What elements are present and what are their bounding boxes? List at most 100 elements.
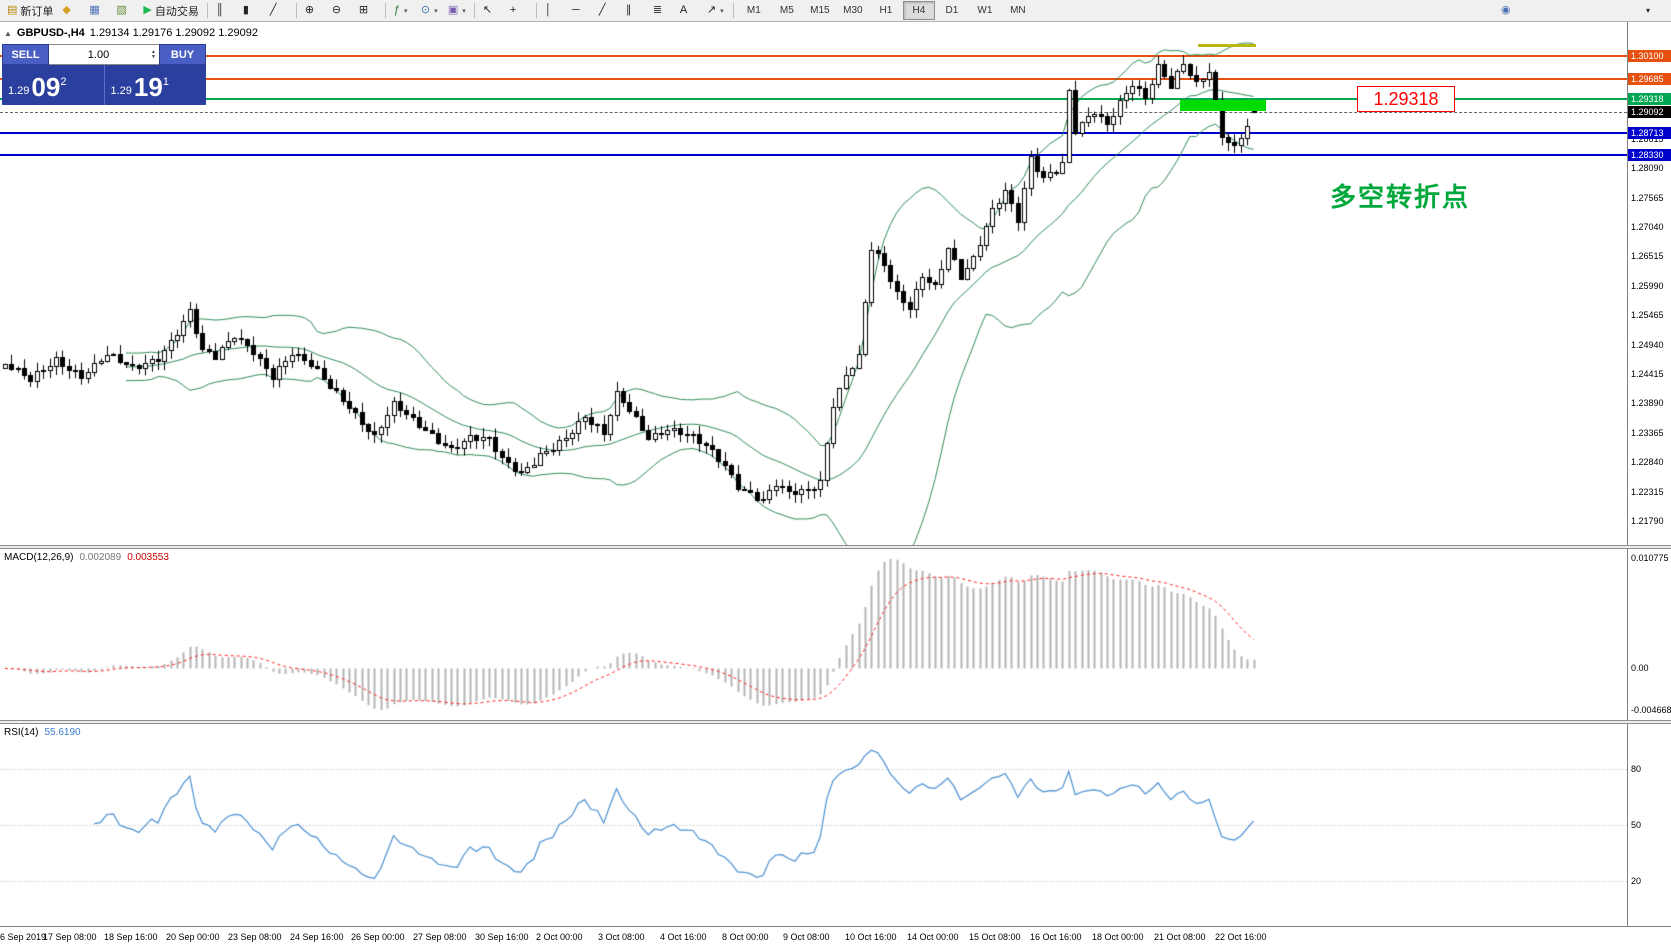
chevron-down-icon: ▾ [404, 7, 408, 15]
profiles-button[interactable]: ◆ [58, 1, 84, 21]
line-chart-button[interactable]: ╱ [266, 1, 292, 21]
buy-price[interactable]: 1.29 19 1 [105, 65, 207, 105]
community-button[interactable]: ◉ [1497, 1, 1523, 21]
timeframe-button-h1[interactable]: H1 [879, 5, 893, 16]
indicators-icon: ƒ [393, 4, 400, 16]
timeframe-button-m15[interactable]: M15 [810, 5, 830, 16]
tile-windows-icon: ⊞ [358, 4, 369, 16]
toolbar: ▤ 新订单 ◆ ▦ ▧ ▶ 自动交易 ║ ▮ ╱ ⊕ ⊖ ⊞ ƒ ▾ ⊙ ▾ [0, 0, 1671, 22]
timeframe-button-m5[interactable]: M5 [779, 5, 794, 16]
clock-icon: ⊙ [420, 4, 431, 16]
zoom-out-button[interactable]: ⊖ [328, 1, 354, 21]
horizontal-line-button[interactable]: ─ [568, 1, 594, 21]
timeframe-button-mn[interactable]: MN [1010, 5, 1026, 16]
channel-icon: ∥ [625, 4, 632, 16]
fibonacci-icon: ≣ [652, 4, 663, 16]
text-tool-button[interactable]: A [676, 1, 702, 21]
rsi-level-label: 50 [1631, 820, 1642, 830]
time-axis-label: 14 Oct 00:00 [907, 932, 959, 942]
spin-up-icon[interactable]: ▲ [151, 48, 156, 55]
timeframe-button-d1[interactable]: D1 [945, 5, 959, 16]
buy-price-sup: 1 [162, 76, 169, 88]
symbol-period-label: GBPUSD-,H4 [16, 27, 85, 39]
ohlc-readout: 1.29134 1.29176 1.29092 1.29092 [89, 27, 258, 39]
autotrade-label: 自动交易 [154, 5, 199, 18]
toolbar-overflow-icon: ▾ [1646, 5, 1651, 15]
time-axis[interactable]: 6 Sep 2019 17 Sep 08:00 18 Sep 16:00 20 Sep… [0, 926, 1671, 947]
price-axis-tick: 1.23365 [1631, 427, 1664, 438]
sell-price-sup: 2 [60, 76, 67, 88]
crosshair-button[interactable]: + [506, 1, 532, 21]
price-axis-divider [1627, 22, 1628, 926]
macd-axis-zero: 0.00 [1631, 663, 1649, 674]
volume-spinner: ▲ ▼ [148, 48, 159, 60]
one-click-collapse-icon[interactable]: ▲ [4, 28, 12, 38]
panel-splitter[interactable] [0, 720, 1671, 724]
navigator-button[interactable]: ▧ [112, 1, 138, 21]
templates-button[interactable]: ▣ ▾ [444, 1, 470, 21]
timeframe-button-m1[interactable]: M1 [746, 5, 761, 16]
price-axis-tick: 1.22315 [1631, 486, 1664, 497]
zoom-in-button[interactable]: ⊕ [301, 1, 327, 21]
price-axis-tick: 1.26515 [1631, 251, 1664, 262]
sell-price-big: 09 [31, 72, 61, 102]
candlestick-chart-button[interactable]: ▮ [239, 1, 265, 21]
vertical-line-button[interactable]: │ [541, 1, 567, 21]
trendline-button[interactable]: ╱ [595, 1, 621, 21]
channel-button[interactable]: ∥ [622, 1, 648, 21]
navigator-icon: ▧ [116, 4, 127, 16]
timeframe-button-m30[interactable]: M30 [843, 5, 863, 16]
price-callout-label[interactable]: 1.29318 [1357, 86, 1455, 112]
rsi-label: RSI(14) [4, 727, 39, 738]
autotrade-button[interactable]: ▶ 自动交易 [139, 1, 202, 21]
sell-button[interactable]: SELL [2, 44, 49, 65]
panel-splitter[interactable] [0, 545, 1671, 549]
macd-signal-value: 0.003553 [127, 552, 169, 563]
bar-chart-button[interactable]: ║ [212, 1, 238, 21]
spin-down-icon[interactable]: ▼ [151, 53, 156, 60]
indicators-button[interactable]: ƒ ▾ [390, 1, 416, 21]
rsi-value: 55.6190 [44, 727, 81, 738]
sell-price[interactable]: 1.29 09 2 [2, 65, 104, 105]
price-divider [103, 65, 105, 105]
timeframe-toolbar: M1 M5 M15 M30 H1 H4 D1 W1 MN [738, 1, 1034, 20]
rsi-caption: RSI(14) 55.6190 [4, 727, 81, 738]
time-axis-label: 6 Sep 2019 [0, 932, 47, 942]
highlight-rectangle[interactable] [1180, 100, 1266, 112]
time-axis-label: 18 Sep 16:00 [104, 932, 158, 942]
time-axis-label: 8 Oct 00:00 [722, 932, 769, 942]
cursor-icon: ↖ [482, 4, 493, 16]
periods-button[interactable]: ⊙ ▾ [417, 1, 443, 21]
price-axis-tick: 1.24415 [1631, 368, 1664, 379]
volume-input[interactable] [49, 47, 148, 62]
price-axis[interactable]: 0.010775 0.00 -0.004668 1.286151.280901.… [1628, 22, 1671, 926]
toolbar-separator [535, 3, 537, 18]
autotrade-play-icon: ▶ [143, 4, 152, 16]
market-watch-button[interactable]: ▦ [85, 1, 111, 21]
arrows-tool-button[interactable]: ↗ ▾ [703, 1, 729, 21]
price-line-label: 1.28713 [1628, 127, 1671, 140]
timeframe-button-w1[interactable]: W1 [977, 5, 993, 16]
macd-panel-canvas[interactable] [0, 549, 1627, 720]
crosshair-icon: + [509, 4, 517, 16]
fibonacci-button[interactable]: ≣ [649, 1, 675, 21]
profiles-icon: ◆ [62, 4, 71, 16]
rsi-panel-canvas[interactable] [0, 724, 1627, 926]
tile-windows-button[interactable]: ⊞ [355, 1, 381, 21]
new-order-button[interactable]: ▤ 新订单 [3, 1, 57, 21]
template-icon: ▣ [447, 4, 459, 16]
macd-axis-max: 0.010775 [1631, 553, 1669, 563]
timeframe-button-h4[interactable]: H4 [902, 1, 935, 20]
cursor-button[interactable]: ↖ [479, 1, 505, 21]
turning-point-note[interactable]: 多空转折点 [1330, 182, 1471, 212]
sell-price-prefix: 1.29 [8, 85, 30, 97]
time-axis-label: 26 Sep 00:00 [351, 932, 405, 942]
price-axis-tick: 1.23890 [1631, 398, 1664, 409]
horizontal-line-icon: ─ [571, 4, 580, 16]
trendline-segment[interactable] [1198, 44, 1256, 47]
toolbar-overflow-button[interactable]: ▾ [1642, 1, 1668, 21]
vertical-line-icon: │ [544, 4, 552, 16]
time-axis-label: 30 Sep 16:00 [475, 932, 529, 942]
buy-button[interactable]: BUY [159, 44, 206, 65]
price-chart-canvas[interactable] [0, 22, 1627, 545]
